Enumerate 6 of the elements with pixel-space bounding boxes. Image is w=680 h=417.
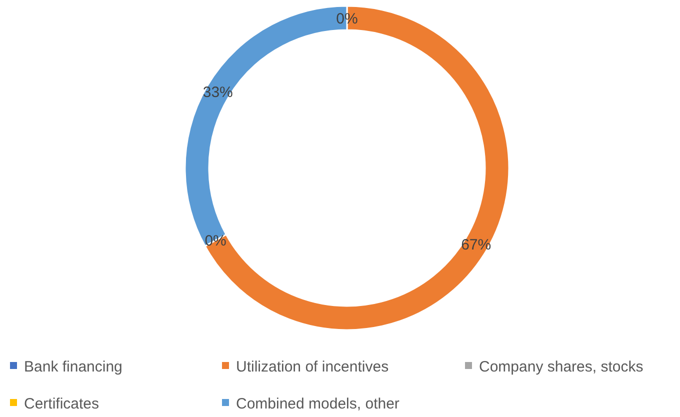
legend-label: Certificates bbox=[24, 395, 100, 412]
legend-label: Combined models, other bbox=[236, 395, 400, 412]
legend-label: Company shares, stocks bbox=[479, 358, 644, 376]
text: 0% bbox=[336, 10, 358, 28]
legend-label: Utilization of incentives bbox=[236, 358, 389, 376]
legend-label: Bank financing bbox=[24, 358, 122, 376]
